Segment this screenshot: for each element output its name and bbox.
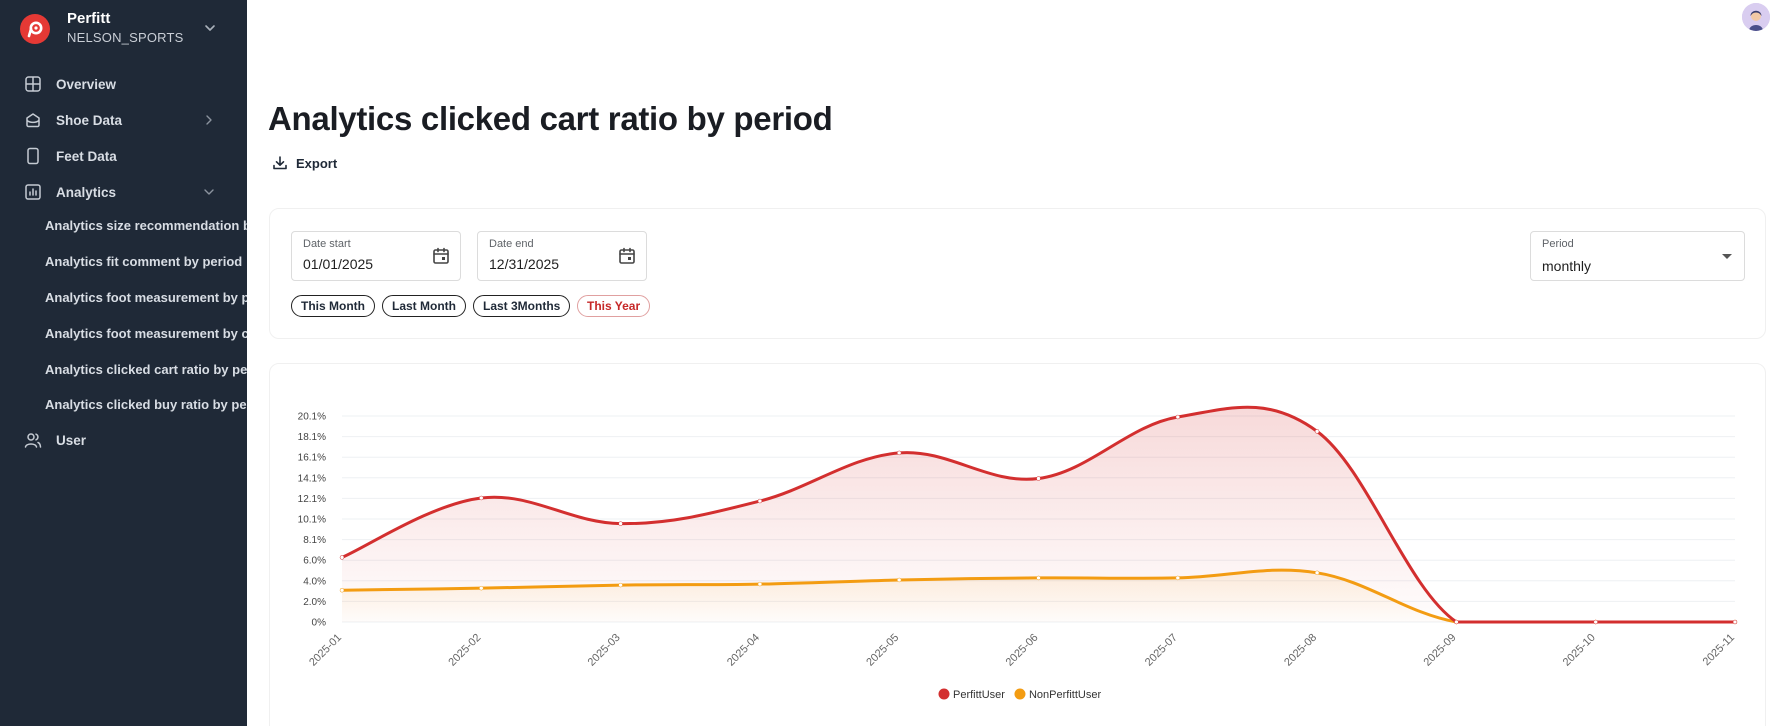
caret-down-icon: [1722, 254, 1732, 259]
user-avatar[interactable]: [1742, 3, 1770, 31]
sidebar-item-label: User: [56, 432, 87, 448]
sidebar-item-label: Feet Data: [56, 148, 117, 164]
sidebar-item-user[interactable]: User: [0, 423, 247, 457]
date-start-value: 01/01/2025: [303, 256, 374, 272]
chip-this-year[interactable]: This Year: [577, 295, 651, 317]
sidebar-item-feet-data[interactable]: Feet Data: [0, 139, 247, 173]
date-start-label: Date start: [303, 238, 351, 250]
org-name: NELSON_SPORTS: [67, 30, 184, 45]
sidebar-subitem-size-recommendation[interactable]: Analytics size recommendation by period: [0, 209, 247, 241]
sidebar-subitem-label: Analytics foot measurement by country: [45, 325, 247, 341]
bar-chart-icon: [25, 184, 41, 200]
sidebar-subitem-clicked-buy-ratio[interactable]: Analytics clicked buy ratio by period: [0, 388, 247, 420]
chevron-right-icon: [206, 115, 212, 125]
chart-card: [269, 363, 1766, 726]
sidebar-subitem-fit-comment[interactable]: Analytics fit comment by period: [0, 245, 247, 277]
sidebar-subitem-clicked-cart-ratio[interactable]: Analytics clicked cart ratio by period: [0, 353, 247, 385]
org-switcher[interactable]: Perfitt NELSON_SPORTS: [0, 0, 247, 60]
chevron-down-icon[interactable]: [202, 20, 218, 36]
phone-icon: [27, 147, 39, 165]
chip-last-3months[interactable]: Last 3Months: [473, 295, 571, 317]
shoe-box-icon: [26, 113, 40, 128]
chip-this-month[interactable]: This Month: [291, 295, 375, 317]
date-end-field[interactable]: Date end 12/31/2025: [477, 231, 647, 281]
page-title: Analytics clicked cart ratio by period: [268, 100, 833, 137]
users-icon: [24, 433, 42, 448]
avatar-icon: [1742, 3, 1770, 31]
sidebar-item-analytics[interactable]: Analytics: [0, 175, 247, 209]
sidebar-subitem-label: Analytics foot measurement by period: [45, 289, 247, 305]
chevron-down-icon: [204, 189, 214, 195]
sidebar-subitem-label: Analytics clicked buy ratio by period: [45, 396, 247, 412]
sidebar-item-label: Overview: [56, 76, 117, 92]
download-icon: [273, 156, 287, 170]
sidebar-item-label: Shoe Data: [56, 112, 123, 128]
period-label: Period: [1542, 238, 1574, 250]
export-label: Export: [296, 155, 338, 171]
sidebar-item-overview[interactable]: Overview: [0, 67, 247, 101]
grid-icon: [25, 76, 41, 92]
sidebar-subitem-label: Analytics size recommendation by period: [45, 217, 247, 233]
sidebar-subitem-foot-measurement-period[interactable]: Analytics foot measurement by period: [0, 281, 247, 313]
sidebar-item-shoe-data[interactable]: Shoe Data: [0, 103, 247, 137]
sidebar-subitem-label: Analytics fit comment by period: [45, 253, 243, 269]
period-value: monthly: [1542, 258, 1592, 274]
date-end-value: 12/31/2025: [489, 256, 560, 272]
period-select[interactable]: Period monthly: [1530, 231, 1745, 281]
date-end-label: Date end: [489, 238, 534, 250]
export-button[interactable]: Export: [272, 150, 337, 176]
sidebar: Perfitt NELSON_SPORTS Overview Shoe Data: [0, 0, 247, 726]
perfitt-logo-icon: [20, 14, 50, 44]
date-start-field[interactable]: Date start 01/01/2025: [291, 231, 461, 281]
calendar-icon[interactable]: [617, 246, 637, 266]
sidebar-subitem-label: Analytics clicked cart ratio by period: [45, 361, 247, 377]
calendar-icon[interactable]: [431, 246, 451, 266]
chip-last-month[interactable]: Last Month: [382, 295, 466, 317]
sidebar-subitem-foot-measurement-country[interactable]: Analytics foot measurement by country: [0, 317, 247, 349]
sidebar-item-label: Analytics: [56, 184, 117, 200]
brand-name: Perfitt: [67, 10, 111, 27]
